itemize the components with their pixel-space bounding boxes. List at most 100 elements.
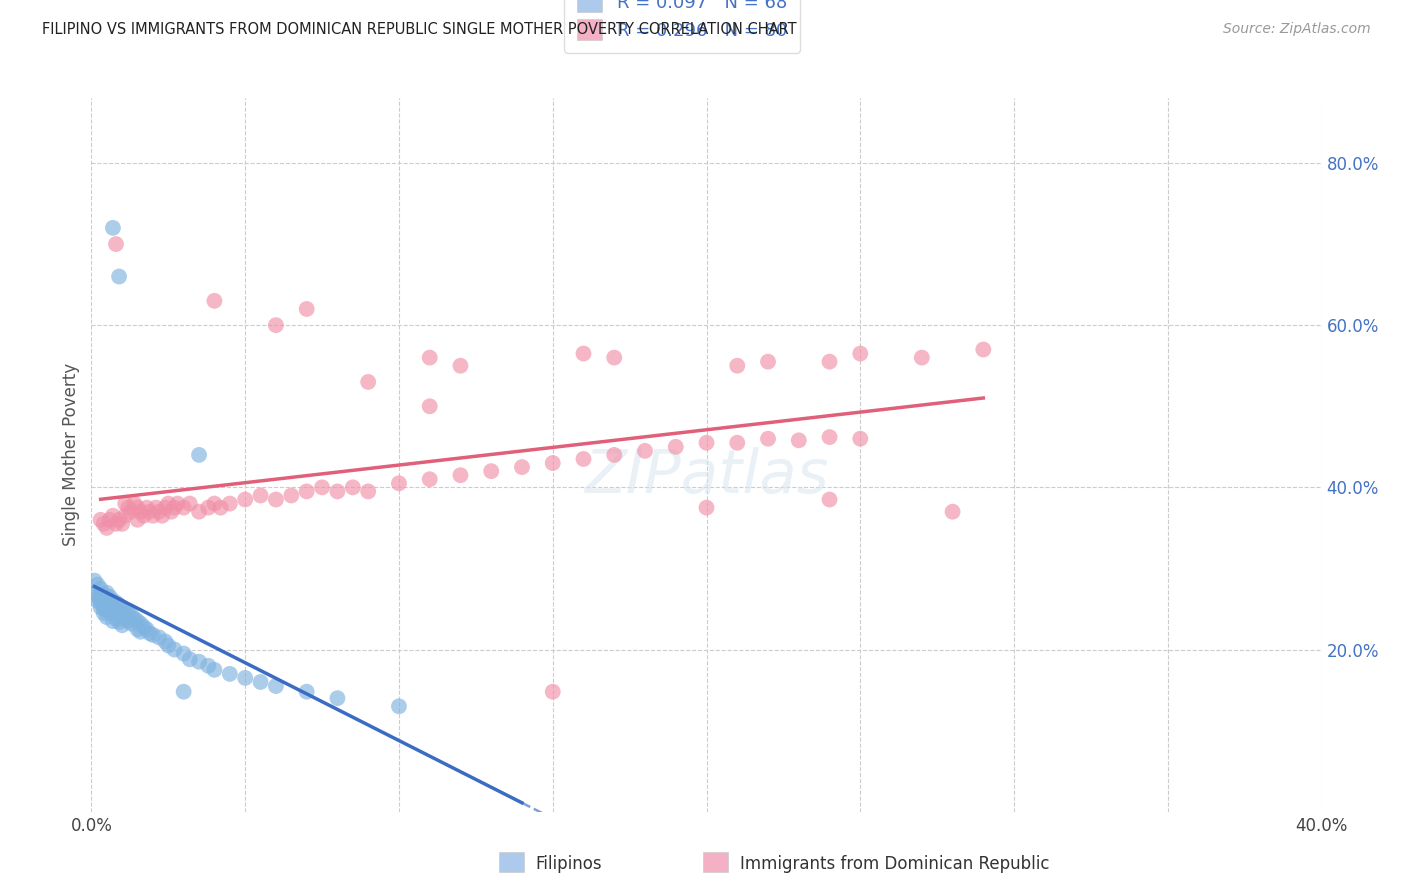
Point xyxy=(83,586,105,600)
Point xyxy=(696,500,718,515)
Y-axis label: Single Mother Poverty: Single Mother Poverty xyxy=(62,363,80,547)
Point xyxy=(90,595,112,609)
Point xyxy=(449,359,471,373)
Point xyxy=(124,497,146,511)
Point xyxy=(188,655,211,669)
Point xyxy=(108,598,131,612)
Point xyxy=(173,500,195,515)
Point xyxy=(388,699,411,714)
Point xyxy=(357,484,380,499)
Point xyxy=(233,671,256,685)
Point xyxy=(127,500,149,515)
Point xyxy=(120,616,142,631)
Point xyxy=(111,516,134,531)
Point xyxy=(96,594,118,608)
Point xyxy=(153,634,177,648)
Point xyxy=(197,500,219,515)
Point xyxy=(98,513,121,527)
Point xyxy=(98,590,121,604)
Text: ZIPatlas: ZIPatlas xyxy=(585,447,828,506)
Point xyxy=(101,607,124,621)
Point xyxy=(942,505,965,519)
Point xyxy=(787,434,810,448)
Point xyxy=(129,616,152,631)
Point xyxy=(101,594,124,608)
Point xyxy=(105,516,127,531)
Point xyxy=(90,513,112,527)
Point xyxy=(101,508,124,523)
Point xyxy=(108,615,131,629)
Point xyxy=(129,624,152,639)
Point xyxy=(818,354,841,368)
Point xyxy=(188,505,211,519)
Point xyxy=(388,476,411,491)
Point xyxy=(179,497,201,511)
Point xyxy=(96,602,118,616)
Point xyxy=(105,595,127,609)
Point xyxy=(93,516,115,531)
Point xyxy=(135,500,157,515)
Text: Filipinos: Filipinos xyxy=(536,855,602,873)
Point xyxy=(101,220,124,235)
Point xyxy=(120,505,142,519)
Point xyxy=(132,508,155,523)
Point xyxy=(93,606,115,620)
Point xyxy=(419,472,441,486)
Point xyxy=(148,505,170,519)
Point xyxy=(249,488,271,502)
Point xyxy=(124,612,146,626)
Point xyxy=(209,500,232,515)
Point xyxy=(160,505,183,519)
Point xyxy=(264,492,287,507)
Point xyxy=(818,492,841,507)
Point xyxy=(634,443,657,458)
Point xyxy=(127,622,149,636)
Point xyxy=(114,508,136,523)
Point xyxy=(86,590,108,604)
Point xyxy=(357,375,380,389)
Point xyxy=(135,622,157,636)
Point xyxy=(163,500,186,515)
Point xyxy=(117,500,139,515)
Point xyxy=(419,351,441,365)
Point xyxy=(105,237,127,252)
Point xyxy=(696,435,718,450)
Point xyxy=(326,691,349,706)
Point xyxy=(127,614,149,628)
Point xyxy=(197,658,219,673)
Point xyxy=(150,508,173,523)
Point xyxy=(101,600,124,615)
Point xyxy=(603,351,626,365)
Point xyxy=(202,497,225,511)
Point xyxy=(541,456,564,470)
Point xyxy=(142,628,165,642)
Point xyxy=(101,614,124,628)
Point xyxy=(510,460,533,475)
Point xyxy=(249,675,271,690)
Point xyxy=(972,343,994,357)
Point xyxy=(295,301,318,316)
Point xyxy=(166,497,188,511)
Point xyxy=(218,497,240,511)
Point xyxy=(108,269,131,284)
Point xyxy=(90,582,112,596)
Point xyxy=(419,399,441,413)
Point xyxy=(111,618,134,632)
Point xyxy=(114,612,136,626)
Point xyxy=(129,505,152,519)
Legend: R = 0.097   N = 68, R = 0.296   N = 80: R = 0.097 N = 68, R = 0.296 N = 80 xyxy=(564,0,800,53)
Point xyxy=(202,663,225,677)
Point xyxy=(163,642,186,657)
Point xyxy=(105,612,127,626)
Point xyxy=(326,484,349,499)
Point xyxy=(264,679,287,693)
Text: Immigrants from Dominican Republic: Immigrants from Dominican Republic xyxy=(740,855,1049,873)
Point xyxy=(153,500,177,515)
Point xyxy=(142,508,165,523)
Point xyxy=(105,604,127,618)
Point xyxy=(139,505,162,519)
Point xyxy=(120,608,142,623)
Point xyxy=(295,484,318,499)
Point xyxy=(202,293,225,308)
Point xyxy=(114,497,136,511)
